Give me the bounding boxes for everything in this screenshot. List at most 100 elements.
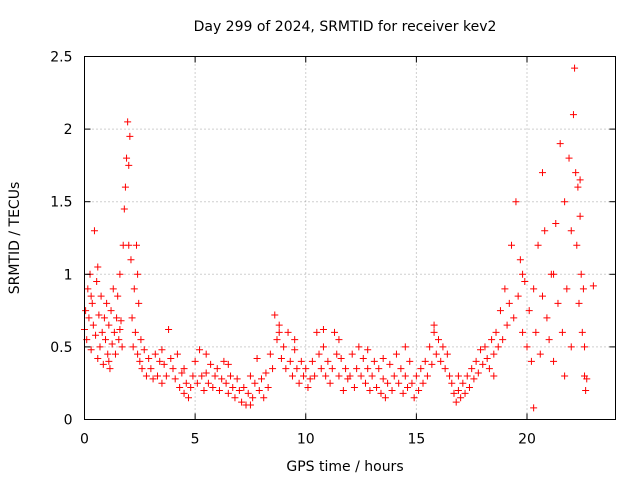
data-point — [437, 357, 445, 365]
y-tick-label: 1 — [64, 267, 73, 283]
data-point — [470, 375, 478, 383]
data-point — [231, 394, 239, 402]
data-point — [525, 307, 533, 315]
data-point — [202, 350, 210, 358]
data-point — [589, 282, 597, 290]
data-point — [134, 350, 142, 358]
data-point — [576, 212, 584, 220]
data-point — [361, 379, 369, 387]
data-point — [377, 389, 385, 397]
data-point — [165, 325, 173, 333]
data-point — [465, 384, 473, 392]
data-point — [412, 372, 420, 380]
data-point — [552, 219, 560, 227]
data-point — [432, 350, 440, 358]
data-point — [457, 394, 465, 402]
data-point — [308, 357, 316, 365]
data-point — [459, 379, 467, 387]
data-point — [126, 132, 134, 140]
data-point — [339, 386, 347, 394]
data-point — [158, 379, 166, 387]
data-point — [519, 270, 527, 278]
data-point — [140, 346, 148, 354]
data-point — [184, 394, 192, 402]
data-point — [306, 375, 314, 383]
data-point — [333, 350, 341, 358]
data-point — [196, 346, 204, 354]
data-point — [492, 328, 500, 336]
data-points — [81, 64, 597, 412]
data-point — [452, 398, 460, 406]
data-point — [193, 379, 201, 387]
data-point — [410, 394, 418, 402]
y-tick-label: 0.5 — [50, 340, 72, 356]
y-tick-label: 2.5 — [50, 50, 72, 66]
data-point — [575, 299, 583, 307]
data-point — [364, 346, 372, 354]
data-point — [428, 360, 436, 368]
data-point — [264, 384, 272, 392]
data-point — [582, 386, 590, 394]
x-tick-label: 5 — [191, 432, 200, 448]
data-point — [404, 384, 412, 392]
data-point — [527, 357, 535, 365]
data-point — [191, 357, 199, 365]
data-point — [277, 355, 285, 363]
data-point — [573, 241, 581, 249]
data-point — [357, 372, 365, 380]
data-point — [335, 336, 343, 344]
data-point — [162, 372, 170, 380]
data-point — [137, 336, 145, 344]
data-point — [395, 379, 403, 387]
data-point — [107, 307, 115, 315]
data-point — [508, 241, 516, 249]
data-point — [417, 365, 425, 373]
data-point — [536, 350, 544, 358]
data-point — [346, 372, 354, 380]
data-point — [510, 314, 518, 322]
data-point — [293, 365, 301, 373]
data-point — [94, 263, 102, 271]
data-point — [448, 379, 456, 387]
data-point — [315, 350, 323, 358]
data-point — [565, 154, 573, 162]
data-point — [337, 355, 345, 363]
data-point — [123, 154, 131, 162]
data-point — [291, 336, 299, 344]
data-point — [399, 389, 407, 397]
data-point — [490, 350, 498, 358]
y-tick-label: 1.5 — [50, 195, 72, 211]
data-point — [415, 386, 423, 394]
data-point — [180, 389, 188, 397]
data-point — [443, 350, 451, 358]
data-point — [125, 241, 133, 249]
data-point — [209, 384, 217, 392]
data-point — [134, 270, 142, 278]
data-point — [182, 379, 190, 387]
data-point — [514, 292, 522, 300]
data-point — [127, 256, 135, 264]
data-point — [200, 386, 208, 394]
data-point — [366, 386, 374, 394]
data-point — [490, 372, 498, 380]
data-point — [215, 386, 223, 394]
data-point — [479, 360, 487, 368]
data-point — [390, 372, 398, 380]
data-point — [430, 328, 438, 336]
data-point — [430, 321, 438, 329]
data-point — [348, 350, 356, 358]
data-point — [187, 384, 195, 392]
data-point — [266, 350, 274, 358]
data-point — [454, 386, 462, 394]
data-point — [218, 375, 226, 383]
data-point — [251, 379, 259, 387]
data-point — [571, 64, 579, 72]
data-point — [189, 372, 197, 380]
y-tick-label: 2 — [64, 122, 73, 138]
data-point — [94, 355, 102, 363]
data-point — [386, 360, 394, 368]
data-point — [124, 118, 132, 126]
data-point — [441, 365, 449, 373]
data-point — [85, 314, 93, 322]
